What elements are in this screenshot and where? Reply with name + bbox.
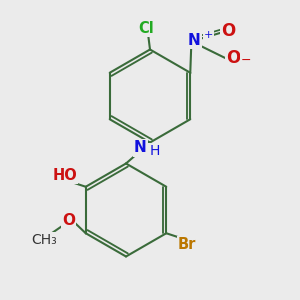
Text: O: O [62,213,75,228]
Text: −: − [241,53,251,67]
Text: +: + [204,29,213,40]
Text: HO: HO [52,168,77,183]
Text: CH₃: CH₃ [32,233,57,247]
Text: O: O [221,22,235,40]
Text: Br: Br [178,237,196,252]
Text: N: N [134,140,147,155]
Text: Cl: Cl [139,21,154,36]
Text: O: O [226,50,241,68]
Text: N: N [188,33,201,48]
Text: H: H [149,144,160,158]
